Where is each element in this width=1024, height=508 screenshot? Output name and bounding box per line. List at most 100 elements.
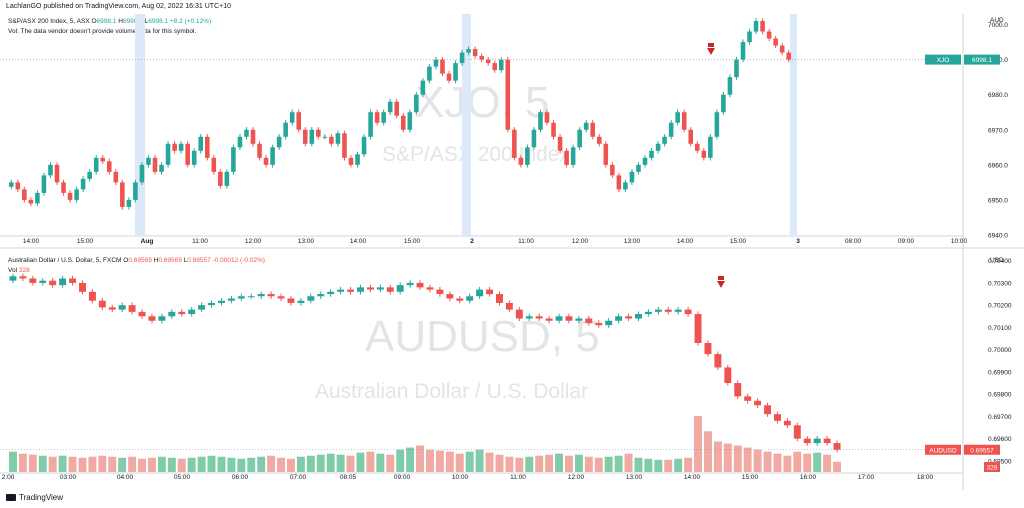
candle-body bbox=[655, 143, 661, 151]
candle-body bbox=[257, 294, 265, 297]
candle-body bbox=[283, 122, 288, 137]
time-tick-label: 12:00 bbox=[568, 474, 585, 481]
candle-body bbox=[486, 289, 494, 295]
volume-bar bbox=[515, 457, 524, 472]
candle-body bbox=[250, 129, 256, 144]
candle-body bbox=[492, 63, 498, 71]
time-tick-label: 2 bbox=[470, 238, 474, 245]
audusd-symbol-line: Australian Dollar / U.S. Dollar, 5, FXCM bbox=[8, 257, 122, 264]
symbol-tag-bg bbox=[925, 54, 961, 65]
candle-body bbox=[394, 101, 400, 116]
time-tick-label: 09:00 bbox=[898, 238, 915, 245]
candle-body bbox=[823, 438, 831, 444]
volume-tag-bg bbox=[984, 462, 1000, 472]
volume-bar bbox=[445, 451, 454, 472]
volume-bar bbox=[346, 455, 355, 472]
time-tick-label: 15:00 bbox=[404, 238, 421, 245]
volume-bar bbox=[326, 453, 335, 472]
volume-bar bbox=[147, 457, 156, 472]
volume-bar bbox=[833, 461, 842, 472]
candle-body bbox=[565, 316, 573, 321]
volume-bar bbox=[267, 455, 276, 472]
candle-body bbox=[41, 175, 47, 193]
volume-bar bbox=[564, 455, 573, 472]
candle-body bbox=[61, 182, 66, 193]
candle-body bbox=[270, 147, 275, 165]
volume-bar bbox=[8, 451, 17, 472]
candle-body bbox=[342, 133, 347, 158]
candle-body bbox=[555, 316, 563, 321]
time-tick-label: 15:00 bbox=[77, 238, 94, 245]
volume-bar bbox=[485, 452, 494, 472]
volume-bar bbox=[306, 455, 315, 472]
volume-bar bbox=[18, 453, 27, 472]
currency-label: AUD bbox=[990, 17, 1004, 24]
volume-bar bbox=[108, 456, 117, 472]
time-tick-label: 14:00 bbox=[350, 238, 367, 245]
audusd-change: -0.00012 (-0.02%) bbox=[212, 257, 265, 264]
time-tick-label: 09:00 bbox=[394, 474, 411, 481]
candle-body bbox=[773, 38, 778, 46]
price-tick-label: 0.69700 bbox=[988, 414, 1012, 421]
time-tick-label: 17:00 bbox=[858, 474, 875, 481]
candle-body bbox=[263, 157, 269, 165]
candle-body bbox=[297, 300, 305, 303]
time-tick-label: 04:00 bbox=[117, 474, 134, 481]
candle-body bbox=[165, 143, 171, 165]
candle-body bbox=[276, 136, 282, 148]
price-tick-label: 7000.0 bbox=[988, 22, 1008, 29]
price-tick-label: 6950.0 bbox=[988, 197, 1008, 204]
time-tick-label: 10:00 bbox=[452, 474, 469, 481]
volume-bar bbox=[793, 451, 802, 472]
price-tick-label: 0.69500 bbox=[988, 458, 1012, 465]
volume-bar bbox=[68, 456, 77, 472]
candle-body bbox=[727, 77, 733, 95]
candle-body bbox=[198, 305, 206, 310]
candle-body bbox=[59, 278, 67, 286]
volume-bar bbox=[763, 451, 772, 472]
price-tag-bg bbox=[964, 54, 1000, 65]
candle-body bbox=[525, 316, 533, 319]
candle-body bbox=[327, 291, 335, 295]
candle-body bbox=[355, 154, 360, 165]
candle-body bbox=[8, 182, 14, 187]
candle-body bbox=[813, 438, 821, 444]
candle-body bbox=[754, 400, 762, 406]
volume-bar bbox=[177, 458, 186, 472]
audusd-open: 0.69569 bbox=[128, 257, 152, 264]
time-tick-label: 15:00 bbox=[730, 238, 747, 245]
volume-bar bbox=[406, 447, 415, 472]
candle-body bbox=[78, 282, 86, 292]
price-tick-label: 0.69800 bbox=[988, 392, 1012, 399]
candle-body bbox=[433, 59, 439, 67]
candle-body bbox=[668, 122, 674, 137]
volume-bar bbox=[525, 456, 534, 472]
candle-body bbox=[15, 182, 21, 190]
tradingview-brand[interactable]: TradingView bbox=[6, 493, 63, 502]
candle-body bbox=[98, 300, 106, 308]
xjo-symbol-line: S&P/ASX 200 Index, 5, ASX bbox=[8, 18, 90, 25]
xjo-volume-note: Vol: The data vendor doesn't provide vol… bbox=[8, 28, 197, 35]
candle-body bbox=[436, 289, 444, 295]
candle-body bbox=[309, 129, 315, 144]
candle-body bbox=[446, 73, 452, 81]
audusd-legend: Australian Dollar / U.S. Dollar, 5, FXCM… bbox=[8, 257, 265, 264]
audusd-l-label: L bbox=[183, 257, 188, 264]
candle-body bbox=[505, 59, 511, 130]
candle-body bbox=[557, 136, 563, 151]
candle-body bbox=[544, 112, 550, 123]
volume-bar bbox=[38, 455, 47, 472]
candle-body bbox=[22, 189, 27, 200]
candle-body bbox=[317, 294, 325, 297]
candle-body bbox=[466, 49, 471, 53]
volume-bar bbox=[296, 456, 305, 472]
volume-bar bbox=[723, 443, 732, 472]
volume-bar bbox=[435, 450, 444, 472]
candle-body bbox=[146, 157, 151, 165]
candle-body bbox=[244, 129, 249, 137]
candle-body bbox=[583, 122, 589, 130]
candle-body bbox=[400, 115, 406, 130]
candle-body bbox=[476, 289, 484, 297]
volume-bar bbox=[713, 441, 722, 472]
